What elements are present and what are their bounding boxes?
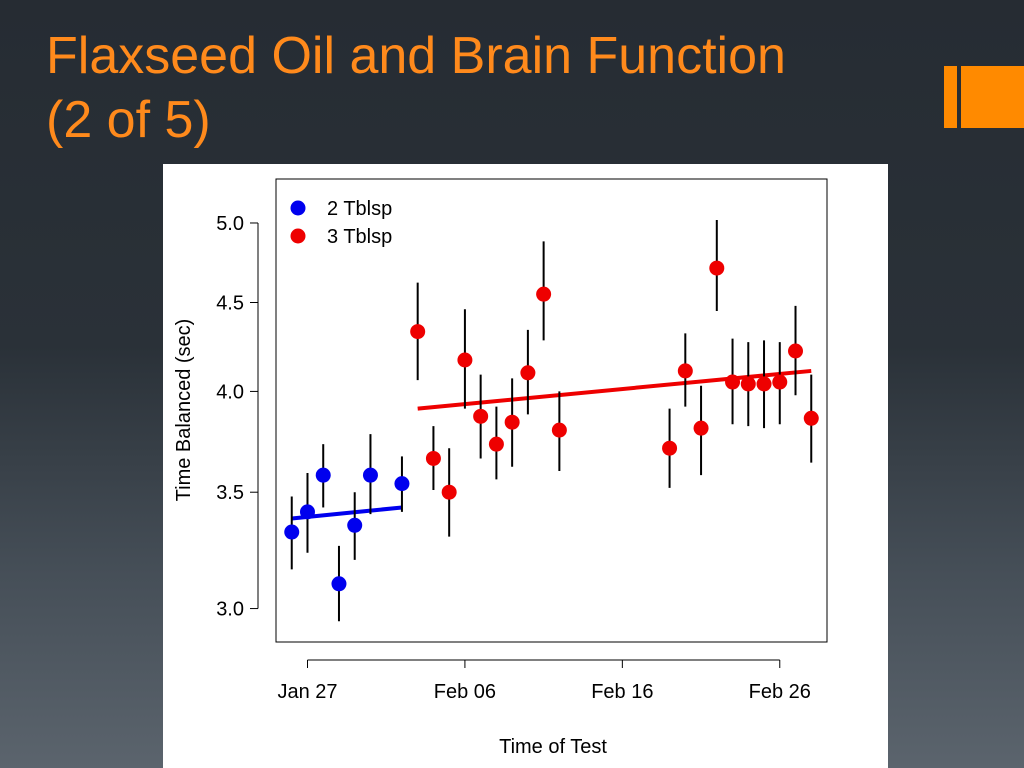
slide-title-line-2: (2 of 5): [46, 91, 211, 149]
accent-block: [961, 66, 1024, 128]
data-point: [662, 440, 678, 456]
data-point: [299, 504, 315, 520]
y-tick-label: 5.0: [216, 213, 244, 235]
data-point: [504, 414, 520, 430]
data-point: [315, 467, 331, 483]
data-point: [425, 450, 441, 466]
y-axis-label: Time Balanced (sec): [173, 319, 195, 502]
legend-marker: [290, 200, 306, 216]
slide-title-line-1: Flaxseed Oil and Brain Function: [46, 27, 786, 85]
x-axis: Jan 27 Feb 06 Feb 16 Feb 26: [277, 659, 811, 703]
data-points: [284, 260, 819, 592]
x-tick-label: Feb 06: [434, 681, 496, 703]
x-axis-label: Time of Test: [499, 736, 607, 758]
x-tick-label: Jan 27: [277, 681, 337, 703]
chart-panel: 3.0 3.5 4.0 4.5 5.0 Jan 27 Feb 06 Feb 16 Feb 26…: [163, 164, 888, 768]
data-point: [536, 286, 552, 302]
data-point: [284, 524, 300, 540]
data-point: [362, 467, 378, 483]
scatter-chart: 3.0 3.5 4.0 4.5 5.0 Jan 27 Feb 06 Feb 16 Feb 26…: [173, 178, 828, 758]
slide-title: Flaxseed Oil and Brain Function (2 of 5): [46, 24, 906, 152]
data-point: [457, 352, 473, 368]
data-point: [347, 517, 363, 533]
data-point: [725, 374, 741, 390]
y-tick-label: 4.0: [216, 381, 244, 403]
data-point: [551, 422, 567, 438]
data-point: [331, 576, 347, 592]
x-tick-label: Feb 16: [591, 681, 653, 703]
legend-label: 3 Tblsp: [327, 226, 392, 248]
data-point: [488, 436, 504, 452]
accent-bar: [944, 66, 957, 128]
data-point: [394, 476, 410, 492]
legend: 2 Tblsp 3 Tblsp: [290, 198, 392, 248]
data-point: [677, 363, 693, 379]
data-point: [693, 420, 709, 436]
data-point: [740, 376, 756, 392]
data-point: [788, 343, 804, 359]
y-tick-label: 4.5: [216, 293, 244, 315]
y-axis: 3.0 3.5 4.0 4.5 5.0: [216, 213, 259, 621]
data-point: [410, 324, 426, 340]
y-tick-label: 3.5: [216, 482, 244, 504]
data-point: [520, 365, 536, 381]
data-point: [709, 260, 725, 276]
legend-label: 2 Tblsp: [327, 198, 392, 220]
data-point: [803, 410, 819, 426]
data-point: [473, 408, 489, 424]
data-point: [772, 374, 788, 390]
x-tick-label: Feb 26: [749, 681, 811, 703]
legend-marker: [290, 228, 306, 244]
plot-box: [275, 178, 828, 643]
data-point: [441, 484, 457, 500]
y-tick-label: 3.0: [216, 599, 244, 621]
data-point: [756, 376, 772, 392]
error-bars: [290, 219, 813, 622]
